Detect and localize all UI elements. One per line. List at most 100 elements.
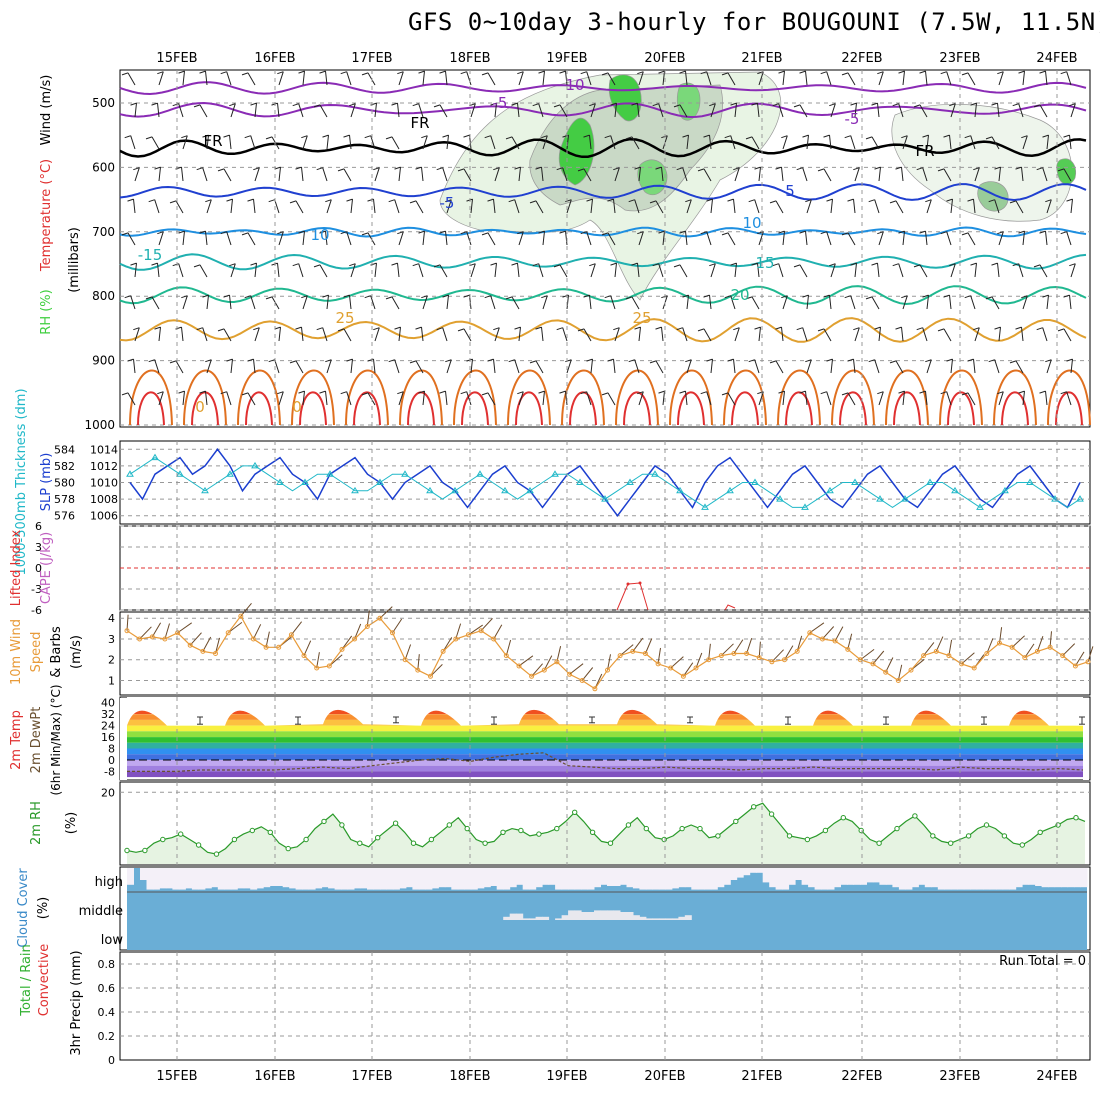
panel-wind10m (119, 611, 1091, 696)
wind-barb (730, 135, 736, 150)
wind-barb (182, 71, 185, 86)
wind-barb (518, 231, 524, 246)
isotherm-35 (893, 391, 921, 426)
isotherm-30 (345, 369, 389, 426)
rh2m-point (589, 829, 596, 835)
wind-barb-flag (919, 70, 926, 74)
cloud-high-gap (243, 868, 251, 889)
wind-barb (415, 200, 424, 214)
wind-barb (398, 71, 404, 86)
wind-barb-flag (412, 263, 419, 267)
wind-barb-flag (901, 295, 908, 299)
cloud-high-gap (905, 868, 913, 890)
wind10m-barb (1011, 635, 1025, 648)
wind-barb-flag (769, 360, 777, 364)
wind-barb-flag (193, 264, 201, 268)
wind-barb (686, 295, 689, 310)
cloud-high-gap (1015, 868, 1023, 888)
rh2m-point (392, 820, 399, 826)
wind-barb (493, 359, 496, 374)
wind-barb (778, 103, 784, 118)
wind-barb (1045, 231, 1048, 246)
isotherm-30 (399, 369, 443, 426)
wind-barb-flag (697, 168, 705, 172)
wind-barb-flag (940, 231, 947, 235)
wind-barb (398, 391, 404, 406)
cloud-high-gap (191, 868, 199, 890)
wind-barb (134, 263, 137, 278)
wind-axis-label: Wind (m/s) (39, 75, 54, 146)
wind-barb-flag (538, 70, 545, 74)
temperature-mask (127, 697, 1083, 726)
wind10m-speed-point (617, 653, 623, 659)
wind-barb-flag (1039, 230, 1046, 234)
wind10m-barb (948, 639, 953, 656)
wind-barb-flag (754, 326, 761, 330)
wind-barb-flag (505, 136, 513, 140)
wind-barb-flag (127, 358, 134, 362)
wind-barb (877, 263, 880, 278)
wind-barb-flag (538, 390, 545, 394)
contour-label: 10 (310, 226, 329, 244)
wind-barb-flag (733, 167, 740, 171)
wind-barb-flag (1036, 327, 1043, 331)
wind10m-barb (379, 606, 393, 619)
rh2m-point (1019, 842, 1025, 848)
wind-barb (854, 327, 860, 342)
wind-barb-flag (418, 390, 425, 394)
rh2m-point (751, 804, 757, 810)
temperature-tick-label: 8 (108, 743, 115, 756)
thickness-point (526, 486, 534, 494)
wind-barb-flag (997, 391, 1004, 395)
thickness-point (201, 486, 209, 494)
wind-barb (829, 135, 832, 150)
wind-barb (346, 71, 352, 86)
wind-barb (902, 231, 905, 246)
wind-barb-flag (322, 294, 329, 298)
wind-barb (301, 167, 304, 182)
cloud-high-gap (418, 868, 426, 890)
contour-label: -5 (440, 194, 455, 212)
wind10m-barb (1074, 651, 1085, 667)
thickness-point (701, 503, 709, 510)
wind-barb-flag (409, 200, 417, 204)
wind10m-barb (771, 649, 784, 663)
wind-barb-flag (1066, 358, 1073, 362)
wind-barb-flag (637, 231, 644, 235)
wind-barb (446, 199, 452, 214)
wind-barb (398, 167, 401, 182)
rh2m-point (231, 836, 238, 843)
wind10m-barb (164, 623, 170, 640)
chart-title: GFS 0~10day 3-hourly for BOUGOUNI (7.5W,… (408, 8, 1100, 36)
wind-barb-flag (346, 358, 353, 362)
temperature-band (127, 754, 1083, 760)
wind-barb (802, 167, 808, 182)
wind-barb-flag (172, 263, 179, 267)
wind-barb-flag (361, 392, 369, 396)
wind-barb (926, 359, 932, 374)
isotherm-30 (561, 369, 605, 426)
wind-barb (302, 391, 305, 406)
wind-barb (562, 167, 568, 182)
wind-barb-flag (265, 296, 273, 300)
wind-barb (806, 135, 809, 150)
wind-barb-flag (277, 71, 284, 75)
wind-barb (418, 103, 424, 118)
wind10m-barb (1062, 643, 1076, 656)
wind-barb-flag (313, 264, 321, 268)
wind-barb-flag (604, 295, 611, 299)
wind10m-speed-point (706, 657, 712, 663)
cloud-level-label: middle (79, 904, 123, 919)
wind10m-barb (227, 622, 243, 634)
wind-barb-flag (556, 167, 563, 171)
wind-barb-flag (445, 199, 452, 203)
contour-label: 0 (292, 398, 302, 416)
wind-barb (1070, 263, 1076, 278)
wind-barb (1045, 391, 1048, 406)
wind-barb (298, 103, 304, 118)
wind-barb-flag (289, 200, 297, 204)
wind-barb (734, 103, 737, 118)
wind-barb-flag (703, 134, 710, 138)
x-tick-label-top: 19FEB (546, 51, 587, 66)
wind-barb-flag (847, 198, 854, 202)
